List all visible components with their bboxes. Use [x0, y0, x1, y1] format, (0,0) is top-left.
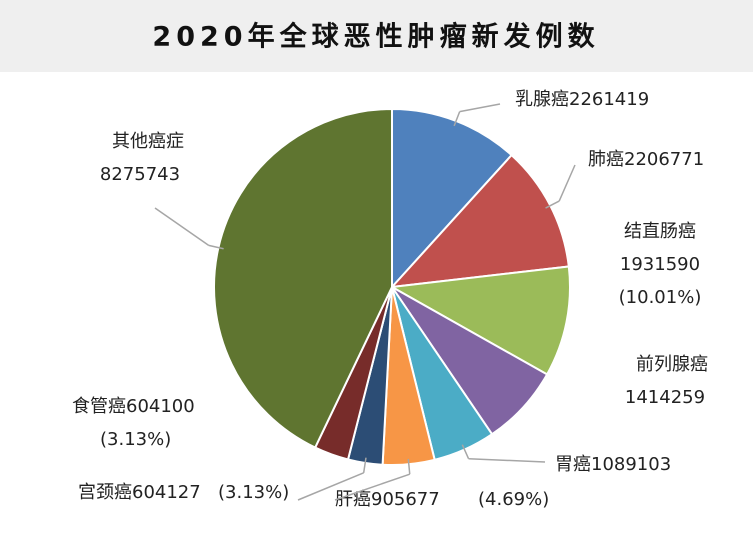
leader-line [459, 103, 501, 113]
percent-label: (3.13%) [218, 482, 289, 503]
category-name: 乳腺癌 [515, 89, 569, 110]
value-label: 604100 [126, 396, 195, 417]
leader-line [461, 444, 470, 460]
category-name: 肝癌 [335, 489, 371, 510]
data-label: 结直肠癌 [624, 221, 696, 242]
leader-line [208, 244, 224, 250]
data-label: 1931590 [620, 254, 700, 275]
data-label: 食管癌604100 [72, 396, 195, 417]
data-label: (4.69%) [478, 489, 549, 510]
leader-line [453, 111, 461, 127]
data-label: (3.13%) [218, 482, 289, 503]
data-label: 肺癌2206771 [588, 149, 704, 170]
percent-label: (10.01%) [619, 287, 702, 308]
leader-line [334, 473, 410, 501]
category-name: 肺癌 [588, 149, 624, 170]
leader-line [362, 457, 367, 473]
data-label: 乳腺癌2261419 [515, 89, 649, 110]
leader-line [545, 200, 560, 209]
value-label: 2261419 [569, 89, 649, 110]
data-label: (10.01%) [619, 287, 702, 308]
data-label: 其他癌症 [112, 131, 184, 152]
chart-title: 2020年全球恶性肿瘤新发例数 [152, 21, 599, 53]
category-name: 宫颈癌 [78, 482, 132, 503]
leader-line [468, 457, 546, 463]
data-label: 胃癌1089103 [555, 454, 671, 475]
pie-slice [388, 265, 571, 376]
leader-line [407, 458, 411, 475]
data-label: 宫颈癌604127 [78, 482, 201, 503]
value-label: 905677 [371, 489, 440, 510]
percent-label: (3.13%) [100, 429, 171, 450]
category-name: 胃癌 [555, 454, 591, 475]
data-label: 肝癌905677 [335, 489, 440, 510]
value-label: 1414259 [625, 387, 705, 408]
title-bar [0, 0, 753, 72]
category-name: 结直肠癌 [624, 221, 696, 242]
category-name: 其他癌症 [112, 131, 184, 152]
data-label: 前列腺癌 [636, 354, 708, 375]
data-label: 8275743 [100, 164, 180, 185]
leader-line [154, 207, 210, 247]
percent-label: (4.69%) [478, 489, 549, 510]
leader-line [297, 472, 364, 501]
value-label: 1089103 [591, 454, 671, 475]
leader-line [558, 164, 576, 202]
category-name: 前列腺癌 [636, 354, 708, 375]
value-label: 2206771 [624, 149, 704, 170]
value-label: 1931590 [620, 254, 700, 275]
value-label: 604127 [132, 482, 201, 503]
data-label: 1414259 [625, 387, 705, 408]
data-label: (3.13%) [100, 429, 171, 450]
value-label: 8275743 [100, 164, 180, 185]
category-name: 食管癌 [72, 396, 126, 417]
